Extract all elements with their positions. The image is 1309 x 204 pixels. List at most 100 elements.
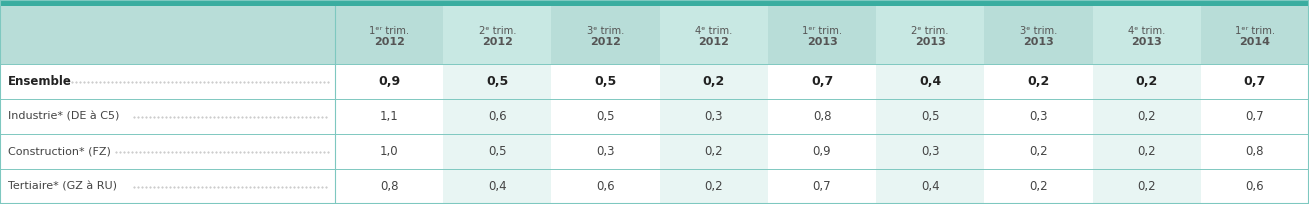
- Text: 0,6: 0,6: [1246, 180, 1264, 193]
- Bar: [984, 134, 1093, 169]
- Bar: [0, 99, 335, 134]
- Text: 0,9: 0,9: [813, 145, 831, 158]
- Text: 0,3: 0,3: [704, 110, 723, 123]
- Bar: [1200, 169, 1309, 204]
- Text: Industrie* (DE à C5): Industrie* (DE à C5): [8, 112, 123, 122]
- Bar: [335, 99, 444, 134]
- Text: Ensemble: Ensemble: [8, 75, 72, 88]
- Text: 0,3: 0,3: [922, 145, 940, 158]
- Text: 0,2: 0,2: [704, 145, 723, 158]
- Bar: [551, 64, 660, 99]
- Bar: [444, 169, 551, 204]
- Bar: [1200, 99, 1309, 134]
- Text: 0,4: 0,4: [922, 180, 940, 193]
- Text: 0,3: 0,3: [1029, 110, 1047, 123]
- Bar: [335, 64, 444, 99]
- Text: 1ᵉʳ trim.: 1ᵉʳ trim.: [369, 26, 410, 35]
- Text: 2013: 2013: [1024, 37, 1054, 47]
- Text: 0,7: 0,7: [810, 75, 833, 88]
- Bar: [660, 64, 768, 99]
- Text: 0,8: 0,8: [813, 110, 831, 123]
- Text: 2012: 2012: [482, 37, 513, 47]
- Text: 2012: 2012: [590, 37, 620, 47]
- Text: 0,6: 0,6: [596, 180, 615, 193]
- Text: 0,2: 0,2: [1138, 145, 1156, 158]
- Bar: [984, 99, 1093, 134]
- Bar: [984, 64, 1093, 99]
- Text: 0,5: 0,5: [922, 110, 940, 123]
- Bar: [0, 0, 1309, 6]
- Text: 0,3: 0,3: [597, 145, 615, 158]
- Bar: [768, 6, 876, 64]
- Bar: [1200, 6, 1309, 64]
- Bar: [0, 134, 335, 169]
- Bar: [1200, 64, 1309, 99]
- Text: 0,9: 0,9: [378, 75, 401, 88]
- Text: 0,5: 0,5: [488, 145, 507, 158]
- Bar: [768, 169, 876, 204]
- Bar: [0, 6, 335, 64]
- Bar: [876, 64, 984, 99]
- Text: 0,2: 0,2: [1029, 180, 1047, 193]
- Text: 0,2: 0,2: [704, 180, 723, 193]
- Text: 0,7: 0,7: [1244, 75, 1266, 88]
- Text: 1ᵉʳ trim.: 1ᵉʳ trim.: [1234, 26, 1275, 35]
- Text: 0,2: 0,2: [1135, 75, 1157, 88]
- Text: 0,2: 0,2: [703, 75, 725, 88]
- Bar: [444, 99, 551, 134]
- Text: 1,1: 1,1: [380, 110, 398, 123]
- Text: 4ᵉ trim.: 4ᵉ trim.: [1128, 26, 1165, 35]
- Bar: [551, 134, 660, 169]
- Bar: [1093, 64, 1200, 99]
- Bar: [876, 134, 984, 169]
- Bar: [335, 6, 444, 64]
- Text: 3ᵉ trim.: 3ᵉ trim.: [586, 26, 624, 35]
- Bar: [444, 64, 551, 99]
- Bar: [984, 169, 1093, 204]
- Text: Construction* (FZ): Construction* (FZ): [8, 146, 111, 156]
- Bar: [1093, 169, 1200, 204]
- Bar: [1093, 6, 1200, 64]
- Text: 1,0: 1,0: [380, 145, 398, 158]
- Bar: [551, 6, 660, 64]
- Text: 1ᵉʳ trim.: 1ᵉʳ trim.: [802, 26, 842, 35]
- Bar: [1200, 134, 1309, 169]
- Bar: [0, 64, 335, 99]
- Text: 0,5: 0,5: [597, 110, 615, 123]
- Bar: [0, 169, 335, 204]
- Bar: [444, 6, 551, 64]
- Bar: [984, 6, 1093, 64]
- Text: 2ᵉ trim.: 2ᵉ trim.: [911, 26, 949, 35]
- Text: 2ᵉ trim.: 2ᵉ trim.: [479, 26, 516, 35]
- Text: 0,2: 0,2: [1029, 145, 1047, 158]
- Bar: [551, 99, 660, 134]
- Bar: [768, 99, 876, 134]
- Text: 0,5: 0,5: [486, 75, 508, 88]
- Text: 2013: 2013: [1131, 37, 1162, 47]
- Bar: [876, 99, 984, 134]
- Bar: [335, 169, 444, 204]
- Text: 3ᵉ trim.: 3ᵉ trim.: [1020, 26, 1058, 35]
- Bar: [876, 169, 984, 204]
- Text: 0,7: 0,7: [813, 180, 831, 193]
- Bar: [1093, 134, 1200, 169]
- Bar: [768, 64, 876, 99]
- Text: 2013: 2013: [806, 37, 838, 47]
- Text: 2014: 2014: [1240, 37, 1271, 47]
- Bar: [660, 6, 768, 64]
- Bar: [1093, 99, 1200, 134]
- Text: 2012: 2012: [373, 37, 404, 47]
- Text: 0,4: 0,4: [488, 180, 507, 193]
- Text: 0,4: 0,4: [919, 75, 941, 88]
- Text: 0,8: 0,8: [380, 180, 398, 193]
- Bar: [660, 169, 768, 204]
- Bar: [876, 6, 984, 64]
- Text: 0,7: 0,7: [1246, 110, 1264, 123]
- Text: 0,2: 0,2: [1138, 110, 1156, 123]
- Text: 2013: 2013: [915, 37, 945, 47]
- Text: 0,8: 0,8: [1246, 145, 1264, 158]
- Text: 0,6: 0,6: [488, 110, 507, 123]
- Bar: [660, 134, 768, 169]
- Bar: [335, 134, 444, 169]
- Text: 0,2: 0,2: [1028, 75, 1050, 88]
